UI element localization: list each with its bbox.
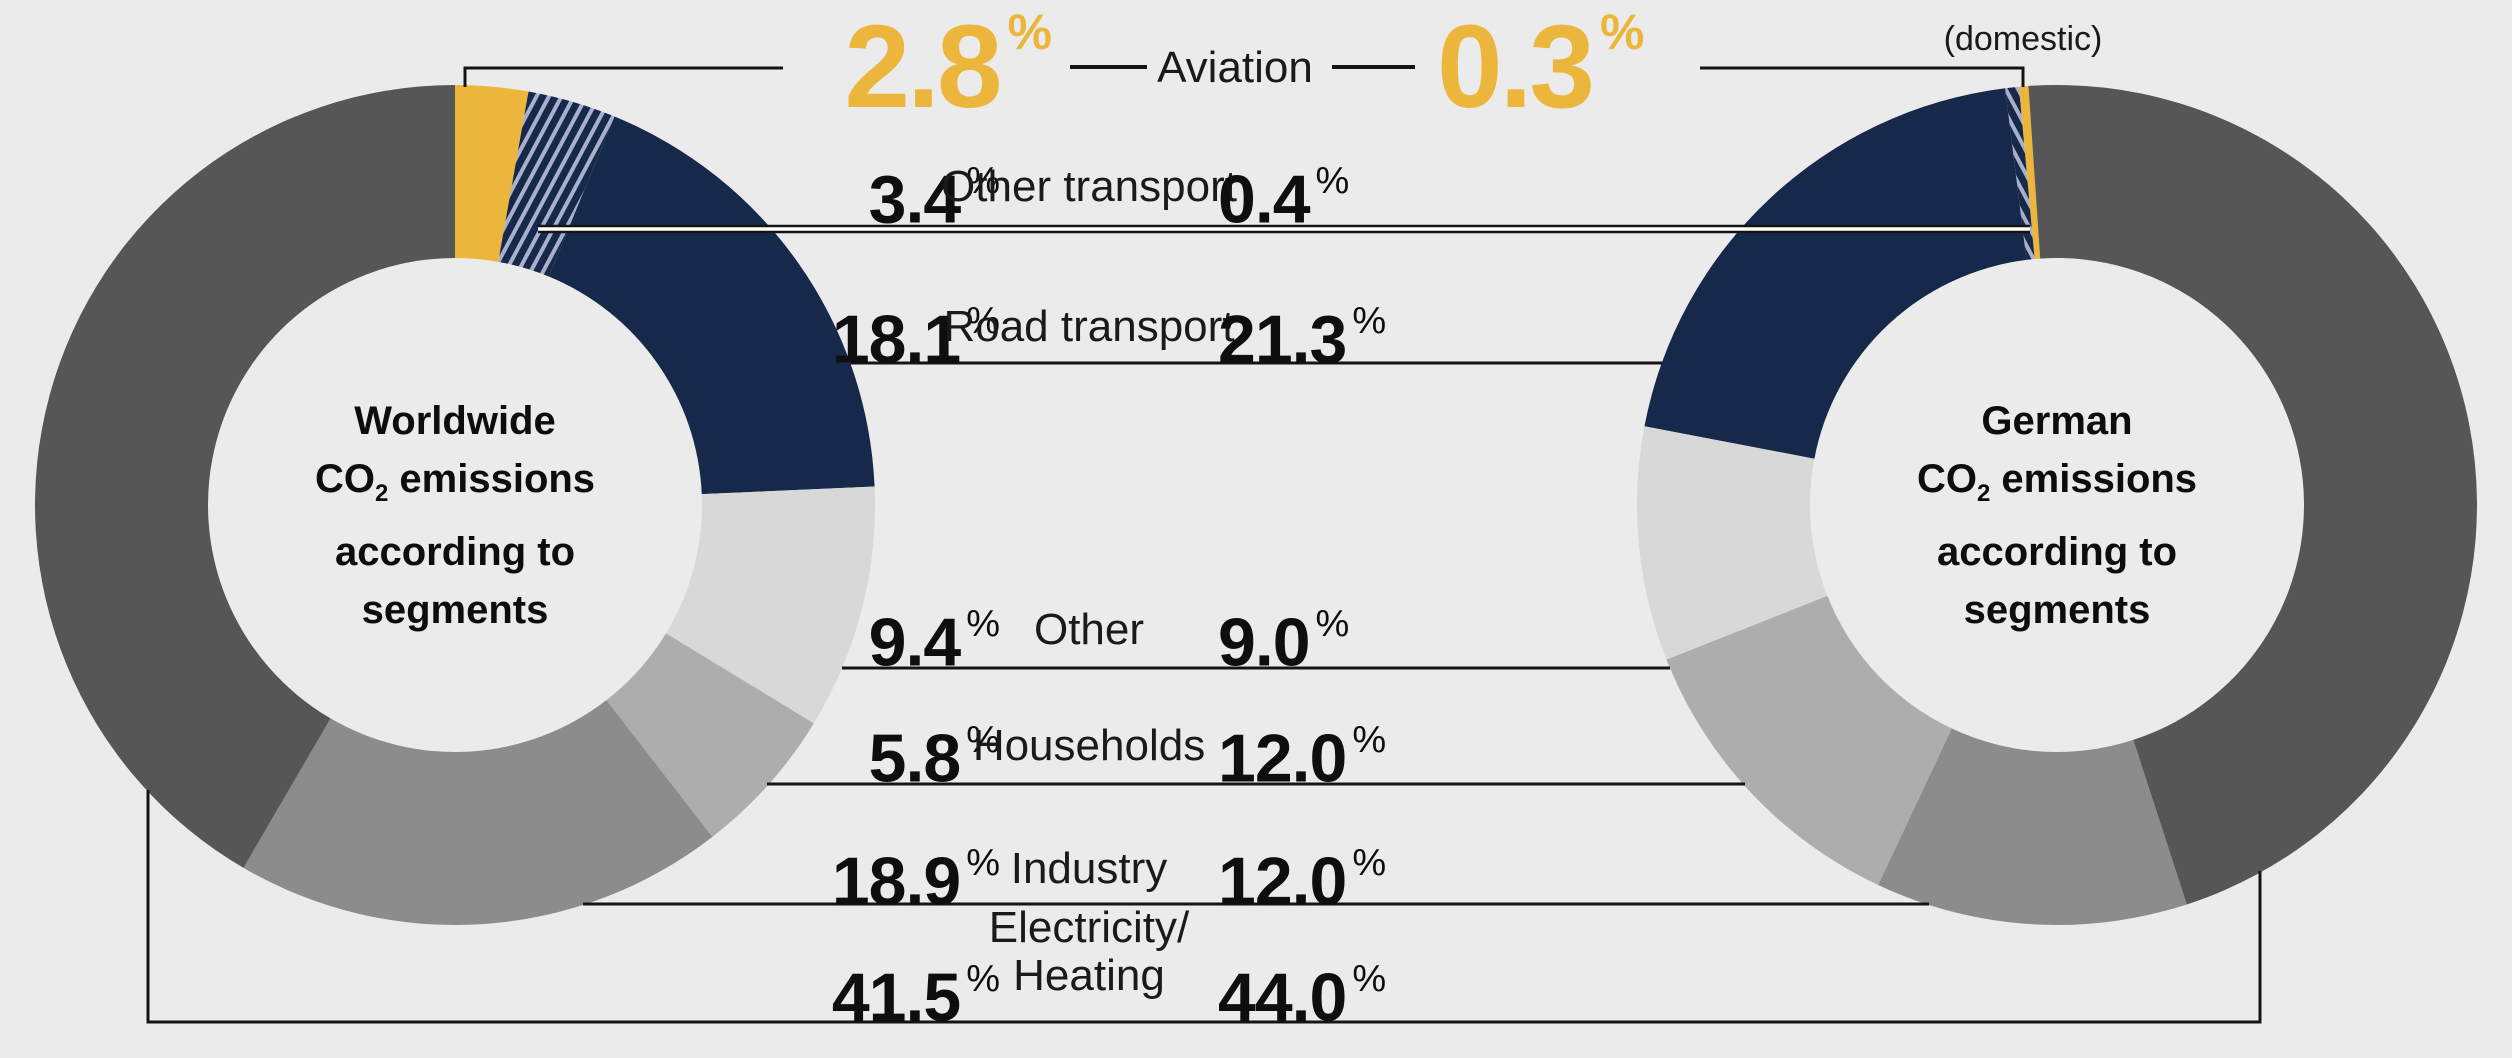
worldwide-donut-title: Worldwide CO2 emissions according to seg… (145, 392, 765, 639)
left-donut-segment-other-transport (498, 91, 615, 277)
value-german: 44.0% (1218, 958, 1387, 1036)
title-line: according to (334, 530, 576, 574)
electricity-heating-bracket (146, 790, 2262, 1024)
value-german: 9.0% (1218, 603, 1350, 681)
german-donut-title: German CO2 emissions according to segmen… (1747, 392, 2367, 639)
percent-sign: % (1352, 300, 1387, 342)
value-german: 0.4% (1218, 160, 1350, 238)
value-worldwide: 41.5% (831, 958, 1000, 1036)
title-line: German (1981, 399, 2133, 443)
value-german: 12.0% (1218, 719, 1387, 797)
percent-sign: % (966, 958, 1000, 1000)
percent-sign: % (966, 160, 1000, 202)
row-other: 9.4% Other 9.0% (0, 591, 2512, 681)
left-donut-segment-other (666, 486, 875, 724)
row-label: Electricity/ Heating (889, 904, 1289, 1000)
domestic-note: (domestic) (1943, 20, 2103, 58)
percent-sign: % (1352, 719, 1387, 761)
title-line-co2: CO2 emissions (314, 457, 596, 507)
connector-lines (146, 65, 2262, 1024)
value-worldwide: 3.4% (868, 160, 1000, 238)
donut-charts (34, 85, 2478, 926)
value-worldwide: 18.9% (831, 842, 1000, 920)
right-donut-segment-aviation (2018, 85, 2041, 260)
percent-sign: % (1315, 603, 1350, 645)
value-worldwide: 18.1% (831, 300, 1000, 378)
row-road-transport: 18.1% Road transport 21.3% (0, 288, 2512, 378)
title-line: segments (1963, 588, 2151, 632)
right-donut-segment-households (1666, 595, 1952, 886)
right-donut-segment-industry (1878, 728, 2187, 925)
percent-sign: % (966, 719, 1000, 761)
value-worldwide: 5.8% (868, 719, 1000, 797)
row-label-line2: Heating (1013, 951, 1165, 1000)
right-donut-segment-electricity-heating (2028, 85, 2478, 905)
percent-sign: % (966, 300, 1000, 342)
percent-sign: % (1352, 842, 1387, 884)
title-line: according to (1936, 530, 2178, 574)
row-industry: 18.9% Industry 12.0% (0, 830, 2512, 920)
left-donut-segment-industry (243, 700, 713, 926)
left-donut-segment-aviation (455, 85, 529, 262)
value-german: 21.3% (1218, 300, 1387, 378)
other-transport-rule-core (538, 225, 2030, 233)
right-donut-segment-road-transport (1644, 88, 2027, 459)
row-label: Households (972, 721, 1206, 770)
row-label-line1: Electricity/ (988, 903, 1190, 952)
row-label: Road transport (943, 302, 1235, 351)
aviation-worldwide-number: 2.8 (844, 1, 1002, 133)
right-donut-segment-other (1637, 426, 1828, 660)
aviation-worldwide-value: 2.8% (0, 4, 1052, 149)
percent-sign: % (966, 603, 1000, 645)
aviation-german-number: 0.3 (1437, 1, 1595, 133)
title-line: Worldwide (354, 399, 556, 443)
value-worldwide: 9.4% (868, 603, 1000, 681)
title-line: segments (361, 588, 549, 632)
aviation-german-value: 0.3% (1437, 4, 1645, 149)
left-donut-segment-households (606, 633, 814, 837)
row-label: Industry (1010, 844, 1168, 893)
percent-sign: % (1007, 4, 1052, 60)
left-donut-segment-electricity-heating (34, 85, 455, 868)
row-label: Other (1033, 605, 1145, 654)
percent-sign: % (1315, 160, 1350, 202)
aviation-bracket-left (463, 66, 783, 87)
percent-sign: % (1600, 4, 1645, 60)
value-german: 12.0% (1218, 842, 1387, 920)
row-label: Other transport (941, 162, 1237, 211)
percent-sign: % (966, 842, 1000, 884)
right-donut-segment-other-transport (2005, 86, 2035, 260)
left-donut-segment-road-transport (548, 116, 875, 495)
title-line-co2: CO2 emissions (1916, 457, 2198, 507)
percent-sign: % (1352, 958, 1387, 1000)
aviation-bracket-right (1700, 66, 2025, 87)
row-households: 5.8% Households 12.0% (0, 707, 2512, 797)
aviation-label: Aviation (1157, 43, 1313, 92)
row-other-transport: 3.4% Other transport 0.4% (0, 148, 2512, 238)
row-electricity-heating: 41.5% Electricity/ Heating 44.0% (0, 904, 2512, 1036)
